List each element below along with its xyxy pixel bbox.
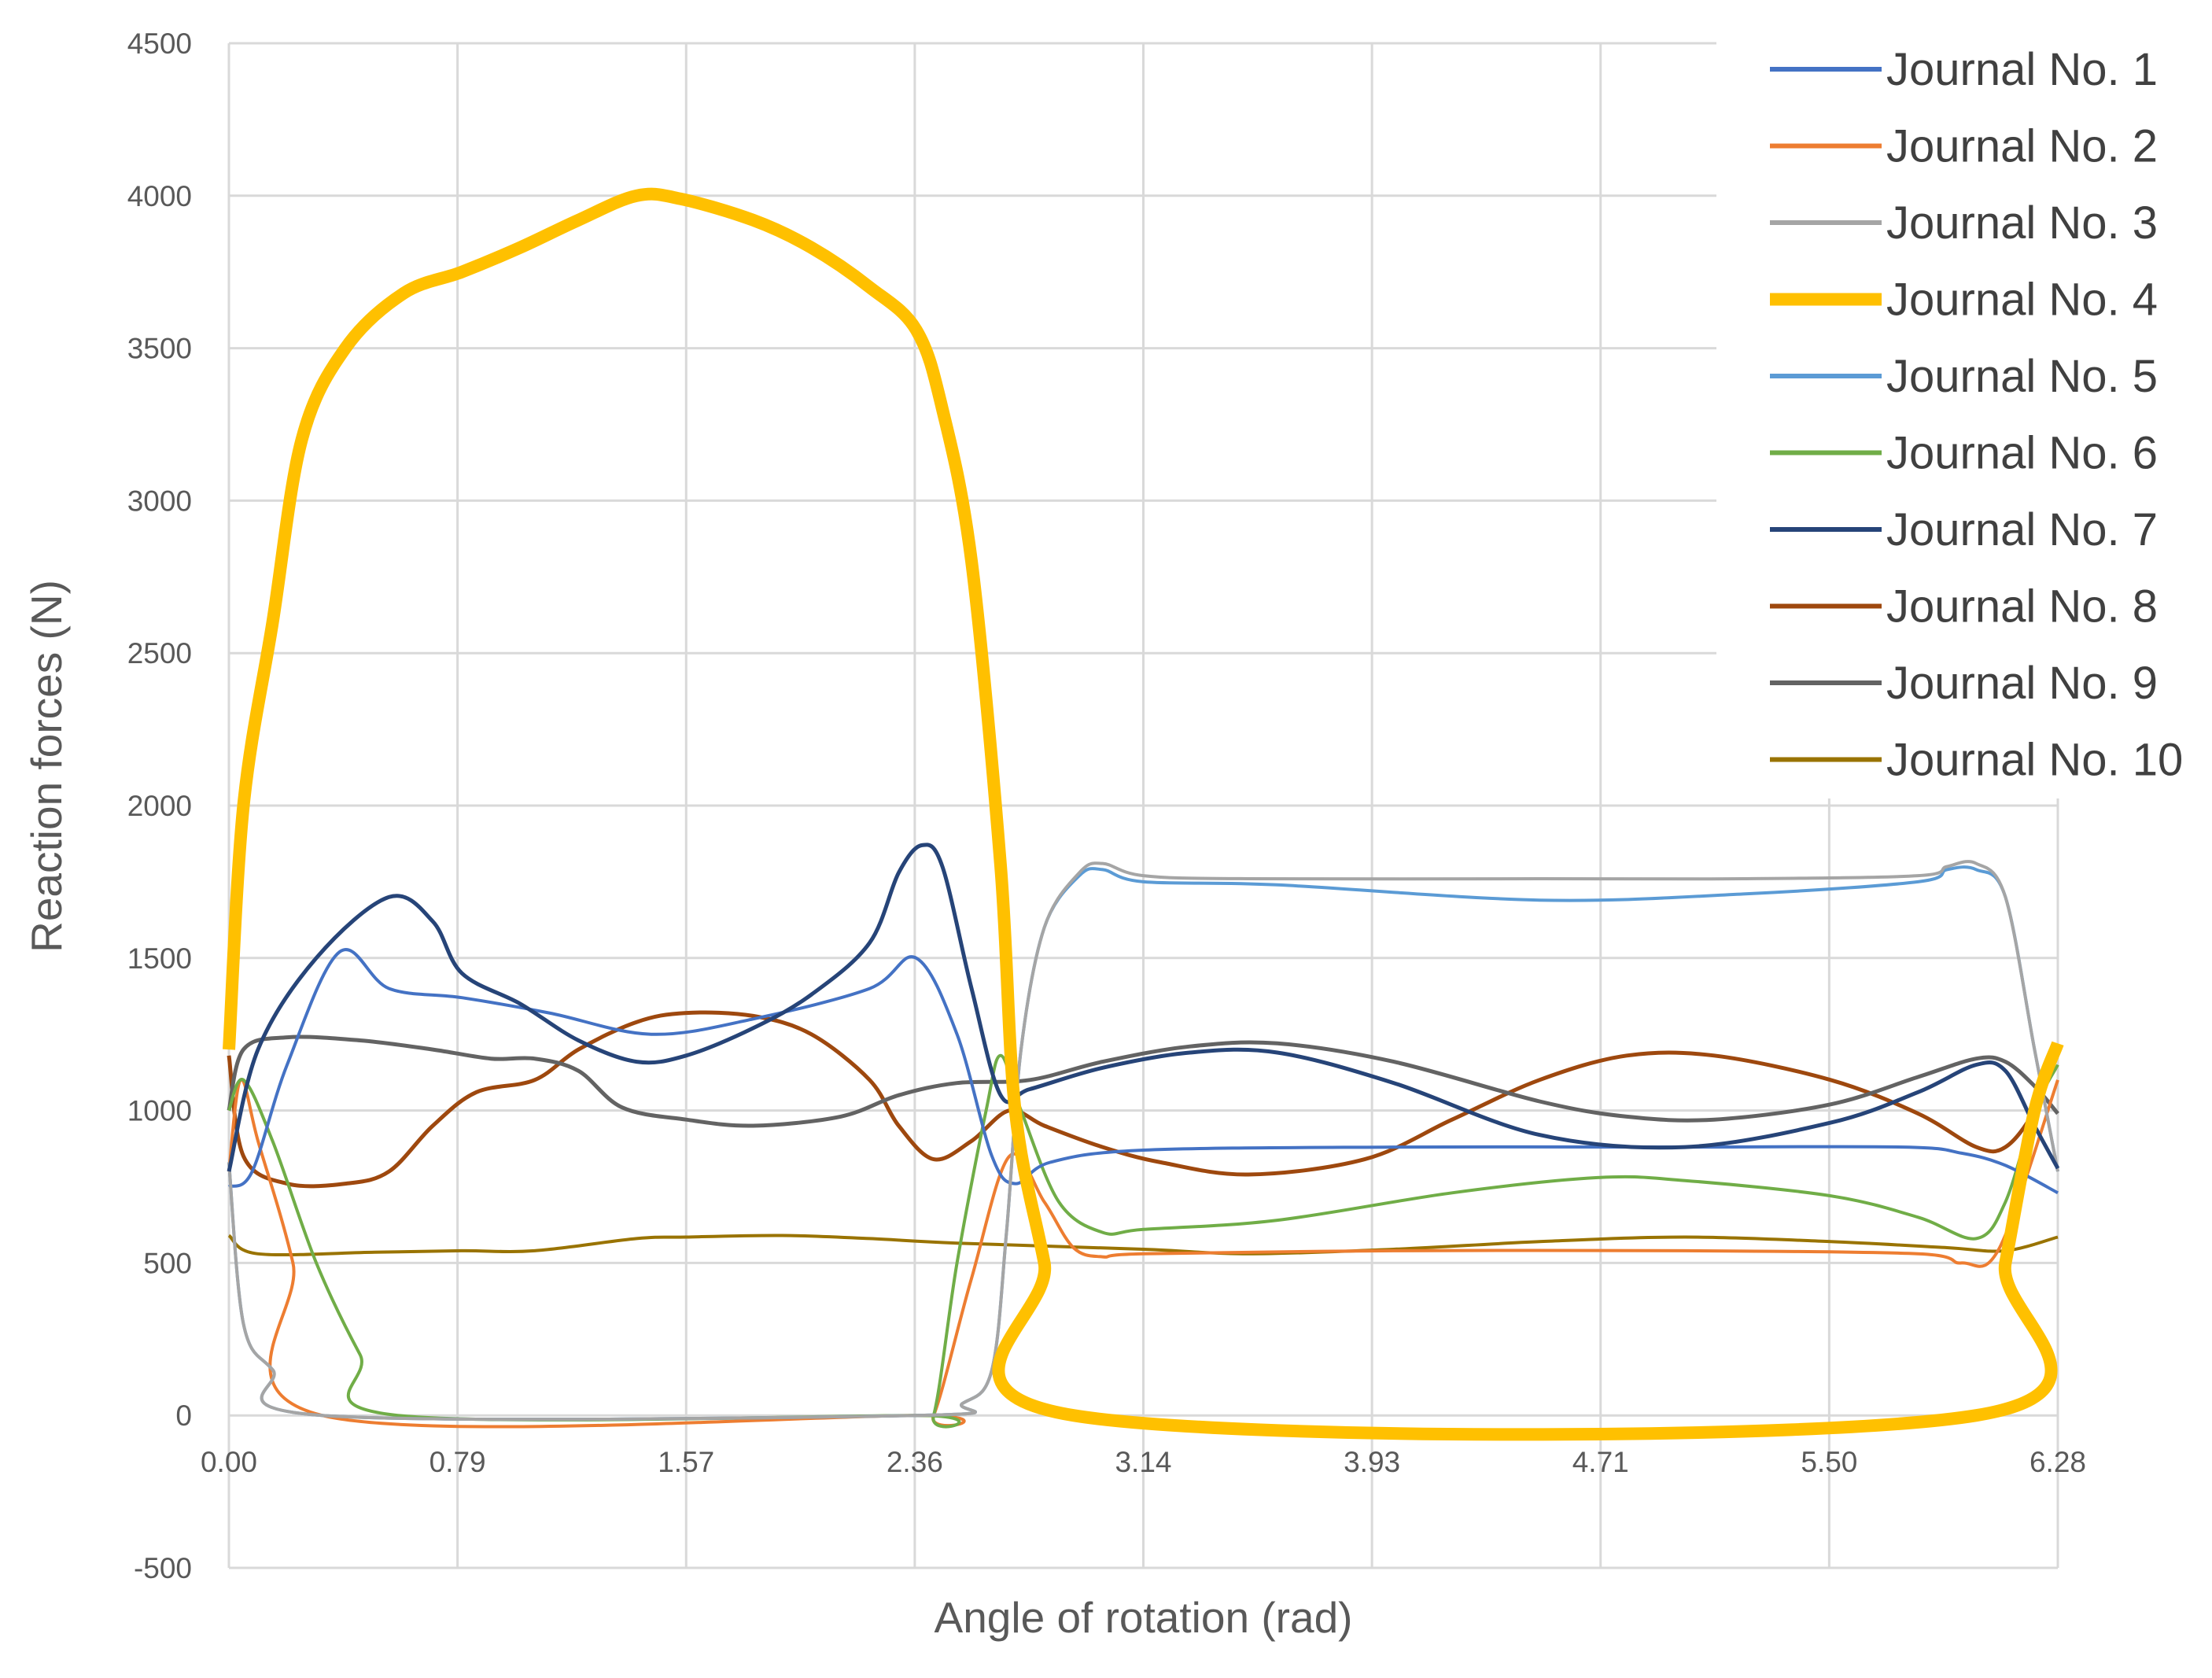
x-tick-label: 4.71	[1572, 1446, 1629, 1478]
series-line-journal-10	[227, 1234, 2059, 1257]
legend-item: Journal No. 7	[1770, 504, 2158, 555]
x-axis-title: Angle of rotation (rad)	[935, 1593, 1353, 1642]
y-tick-label: 4000	[127, 180, 192, 212]
legend-background	[1716, 24, 2212, 798]
y-tick-label: 3500	[127, 333, 192, 365]
series-line-journal-6	[227, 1053, 2059, 1429]
legend-item: Journal No. 2	[1770, 121, 2158, 172]
legend-label: Journal No. 4	[1886, 275, 2158, 326]
legend-item: Journal No. 5	[1770, 351, 2158, 402]
legend: Journal No. 1 Journal No. 2 Journal No. 3 J…	[1770, 44, 2183, 786]
x-tick-label: 3.14	[1115, 1446, 1171, 1478]
x-tick-label: 3.93	[1344, 1446, 1400, 1478]
y-axis-title: Reaction forces (N)	[22, 580, 71, 953]
legend-item: Journal No. 10	[1770, 735, 2183, 786]
legend-label: Journal No. 8	[1886, 581, 2158, 632]
x-tick-label: 2.36	[887, 1446, 943, 1478]
legend-label: Journal No. 5	[1886, 351, 2158, 402]
legend-label: Journal No. 2	[1886, 121, 2158, 172]
legend-item: Journal No. 6	[1770, 428, 2158, 479]
legend-item: Journal No. 4	[1770, 275, 2158, 326]
x-tick-label: 1.57	[658, 1446, 714, 1478]
y-tick-label: 500	[143, 1247, 192, 1279]
legend-label: Journal No. 3	[1886, 197, 2158, 249]
y-tick-label: 1000	[127, 1095, 192, 1127]
y-tick-label: 4500	[127, 28, 192, 60]
series-line-journal-7	[227, 843, 2060, 1172]
series-line-journal-3	[227, 860, 2059, 1422]
series-line-journal-9	[227, 1034, 2059, 1128]
legend-item: Journal No. 8	[1770, 581, 2158, 632]
legend-label: Journal No. 9	[1886, 658, 2158, 709]
tick-labels: 0.00 0.79 1.57 2.36 3.14 3.93 4.71 5.50 6.28 4500…	[127, 28, 2086, 1584]
series-line-journal-4	[223, 187, 2064, 1441]
legend-label: Journal No. 7	[1886, 504, 2158, 555]
x-tick-label: 6.28	[2030, 1446, 2086, 1478]
legend-item: Journal No. 9	[1770, 658, 2158, 709]
x-tick-label: 5.50	[1801, 1446, 1857, 1478]
legend-label: Journal No. 6	[1886, 428, 2158, 479]
series-line-journal-8	[227, 1010, 2060, 1189]
x-tick-label: 0.00	[201, 1446, 257, 1478]
y-tick-label: 0	[175, 1400, 192, 1432]
legend-label: Journal No. 10	[1886, 735, 2183, 786]
y-tick-label: 1500	[127, 942, 192, 975]
y-tick-label: 3000	[127, 485, 192, 517]
y-tick-label: 2000	[127, 790, 192, 822]
series-line-journal-1	[227, 948, 2059, 1195]
legend-item: Journal No. 1	[1770, 44, 2158, 95]
legend-box	[1716, 24, 2212, 798]
legend-label: Journal No. 1	[1886, 44, 2158, 95]
y-tick-label: 2500	[127, 637, 192, 669]
legend-item: Journal No. 3	[1770, 197, 2158, 249]
x-tick-label: 0.79	[429, 1446, 486, 1478]
y-tick-label: -500	[134, 1552, 192, 1584]
series-lines	[223, 187, 2064, 1441]
